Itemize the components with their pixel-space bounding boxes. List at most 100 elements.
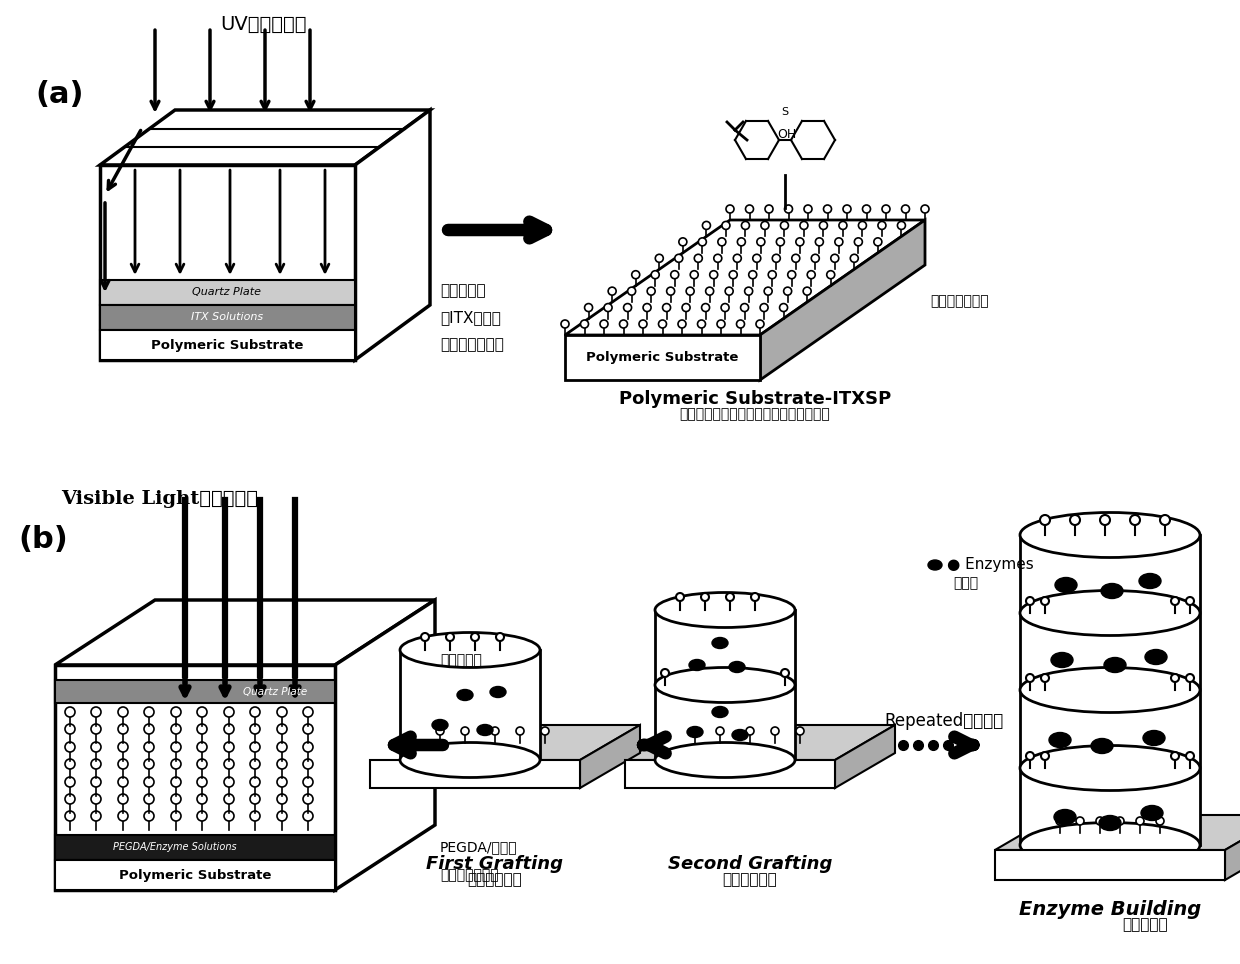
- Circle shape: [785, 205, 792, 213]
- Circle shape: [64, 759, 74, 769]
- Circle shape: [118, 777, 128, 787]
- Circle shape: [725, 205, 734, 213]
- Circle shape: [224, 811, 234, 821]
- Circle shape: [250, 742, 260, 752]
- Circle shape: [277, 707, 286, 717]
- Circle shape: [1042, 674, 1049, 682]
- Circle shape: [678, 320, 686, 328]
- Circle shape: [858, 222, 867, 229]
- Text: Quartz Plate: Quartz Plate: [243, 686, 308, 697]
- Bar: [55, 860, 335, 890]
- Circle shape: [580, 320, 589, 328]
- Circle shape: [764, 287, 773, 295]
- Circle shape: [277, 742, 286, 752]
- Polygon shape: [565, 335, 760, 380]
- Polygon shape: [760, 220, 925, 380]
- Circle shape: [1185, 597, 1194, 605]
- Circle shape: [608, 287, 616, 295]
- Circle shape: [756, 320, 764, 328]
- Circle shape: [144, 707, 154, 717]
- Circle shape: [1171, 752, 1179, 760]
- Bar: [100, 280, 355, 305]
- Circle shape: [516, 727, 525, 735]
- Circle shape: [436, 727, 444, 735]
- Circle shape: [901, 205, 909, 213]
- Circle shape: [1130, 515, 1140, 525]
- Circle shape: [171, 759, 181, 769]
- Circle shape: [742, 222, 749, 229]
- Ellipse shape: [1104, 657, 1126, 673]
- Polygon shape: [55, 600, 435, 665]
- Circle shape: [749, 271, 756, 279]
- Text: （酶）: （酶）: [954, 576, 978, 590]
- Circle shape: [831, 254, 838, 262]
- Circle shape: [698, 238, 707, 246]
- Circle shape: [1042, 752, 1049, 760]
- Circle shape: [709, 271, 718, 279]
- Circle shape: [224, 724, 234, 734]
- Circle shape: [647, 287, 655, 295]
- Text: Polymeric Substrate-ITXSP: Polymeric Substrate-ITXSP: [619, 390, 892, 408]
- Ellipse shape: [729, 661, 745, 673]
- Circle shape: [787, 271, 796, 279]
- Circle shape: [250, 759, 260, 769]
- Ellipse shape: [1021, 745, 1200, 790]
- Text: （石英片）: （石英片）: [440, 653, 482, 667]
- Circle shape: [422, 633, 429, 641]
- Circle shape: [64, 707, 74, 717]
- Ellipse shape: [432, 719, 448, 731]
- Circle shape: [631, 271, 640, 279]
- Circle shape: [461, 727, 469, 735]
- Circle shape: [882, 205, 890, 213]
- Circle shape: [118, 811, 128, 821]
- Circle shape: [682, 304, 691, 311]
- Circle shape: [1136, 817, 1145, 825]
- Circle shape: [651, 271, 660, 279]
- Circle shape: [1185, 674, 1194, 682]
- Circle shape: [144, 759, 154, 769]
- Circle shape: [691, 727, 699, 735]
- Text: Polymeric Substrate: Polymeric Substrate: [151, 338, 304, 352]
- Circle shape: [91, 724, 100, 734]
- Polygon shape: [625, 760, 835, 788]
- Circle shape: [717, 320, 725, 328]
- Circle shape: [765, 205, 773, 213]
- Circle shape: [733, 254, 742, 262]
- Circle shape: [496, 633, 503, 641]
- Circle shape: [560, 320, 569, 328]
- Circle shape: [144, 777, 154, 787]
- Circle shape: [64, 724, 74, 734]
- Ellipse shape: [1145, 650, 1167, 664]
- Circle shape: [303, 794, 312, 804]
- Circle shape: [751, 593, 759, 601]
- Circle shape: [839, 222, 847, 229]
- Ellipse shape: [1021, 822, 1200, 868]
- Circle shape: [753, 254, 761, 262]
- Polygon shape: [565, 220, 925, 335]
- Circle shape: [224, 777, 234, 787]
- Circle shape: [706, 287, 714, 295]
- Text: （ITX溶液）: （ITX溶液）: [440, 310, 501, 325]
- Circle shape: [171, 724, 181, 734]
- Circle shape: [780, 222, 789, 229]
- Ellipse shape: [1143, 731, 1166, 745]
- Polygon shape: [835, 725, 895, 788]
- Text: Enzyme Building: Enzyme Building: [1019, 900, 1202, 919]
- Bar: [55, 680, 335, 703]
- Circle shape: [796, 727, 804, 735]
- Ellipse shape: [1099, 816, 1121, 831]
- Text: （聚合物基材）: （聚合物基材）: [930, 294, 988, 308]
- Circle shape: [769, 271, 776, 279]
- Ellipse shape: [1021, 667, 1200, 712]
- Circle shape: [144, 794, 154, 804]
- Circle shape: [91, 811, 100, 821]
- Circle shape: [197, 724, 207, 734]
- Bar: [100, 330, 355, 360]
- Bar: [1021, 535, 1200, 845]
- Circle shape: [1025, 674, 1034, 682]
- Ellipse shape: [1055, 577, 1078, 593]
- Circle shape: [678, 238, 687, 246]
- Circle shape: [1025, 597, 1034, 605]
- Circle shape: [171, 777, 181, 787]
- Circle shape: [676, 593, 684, 601]
